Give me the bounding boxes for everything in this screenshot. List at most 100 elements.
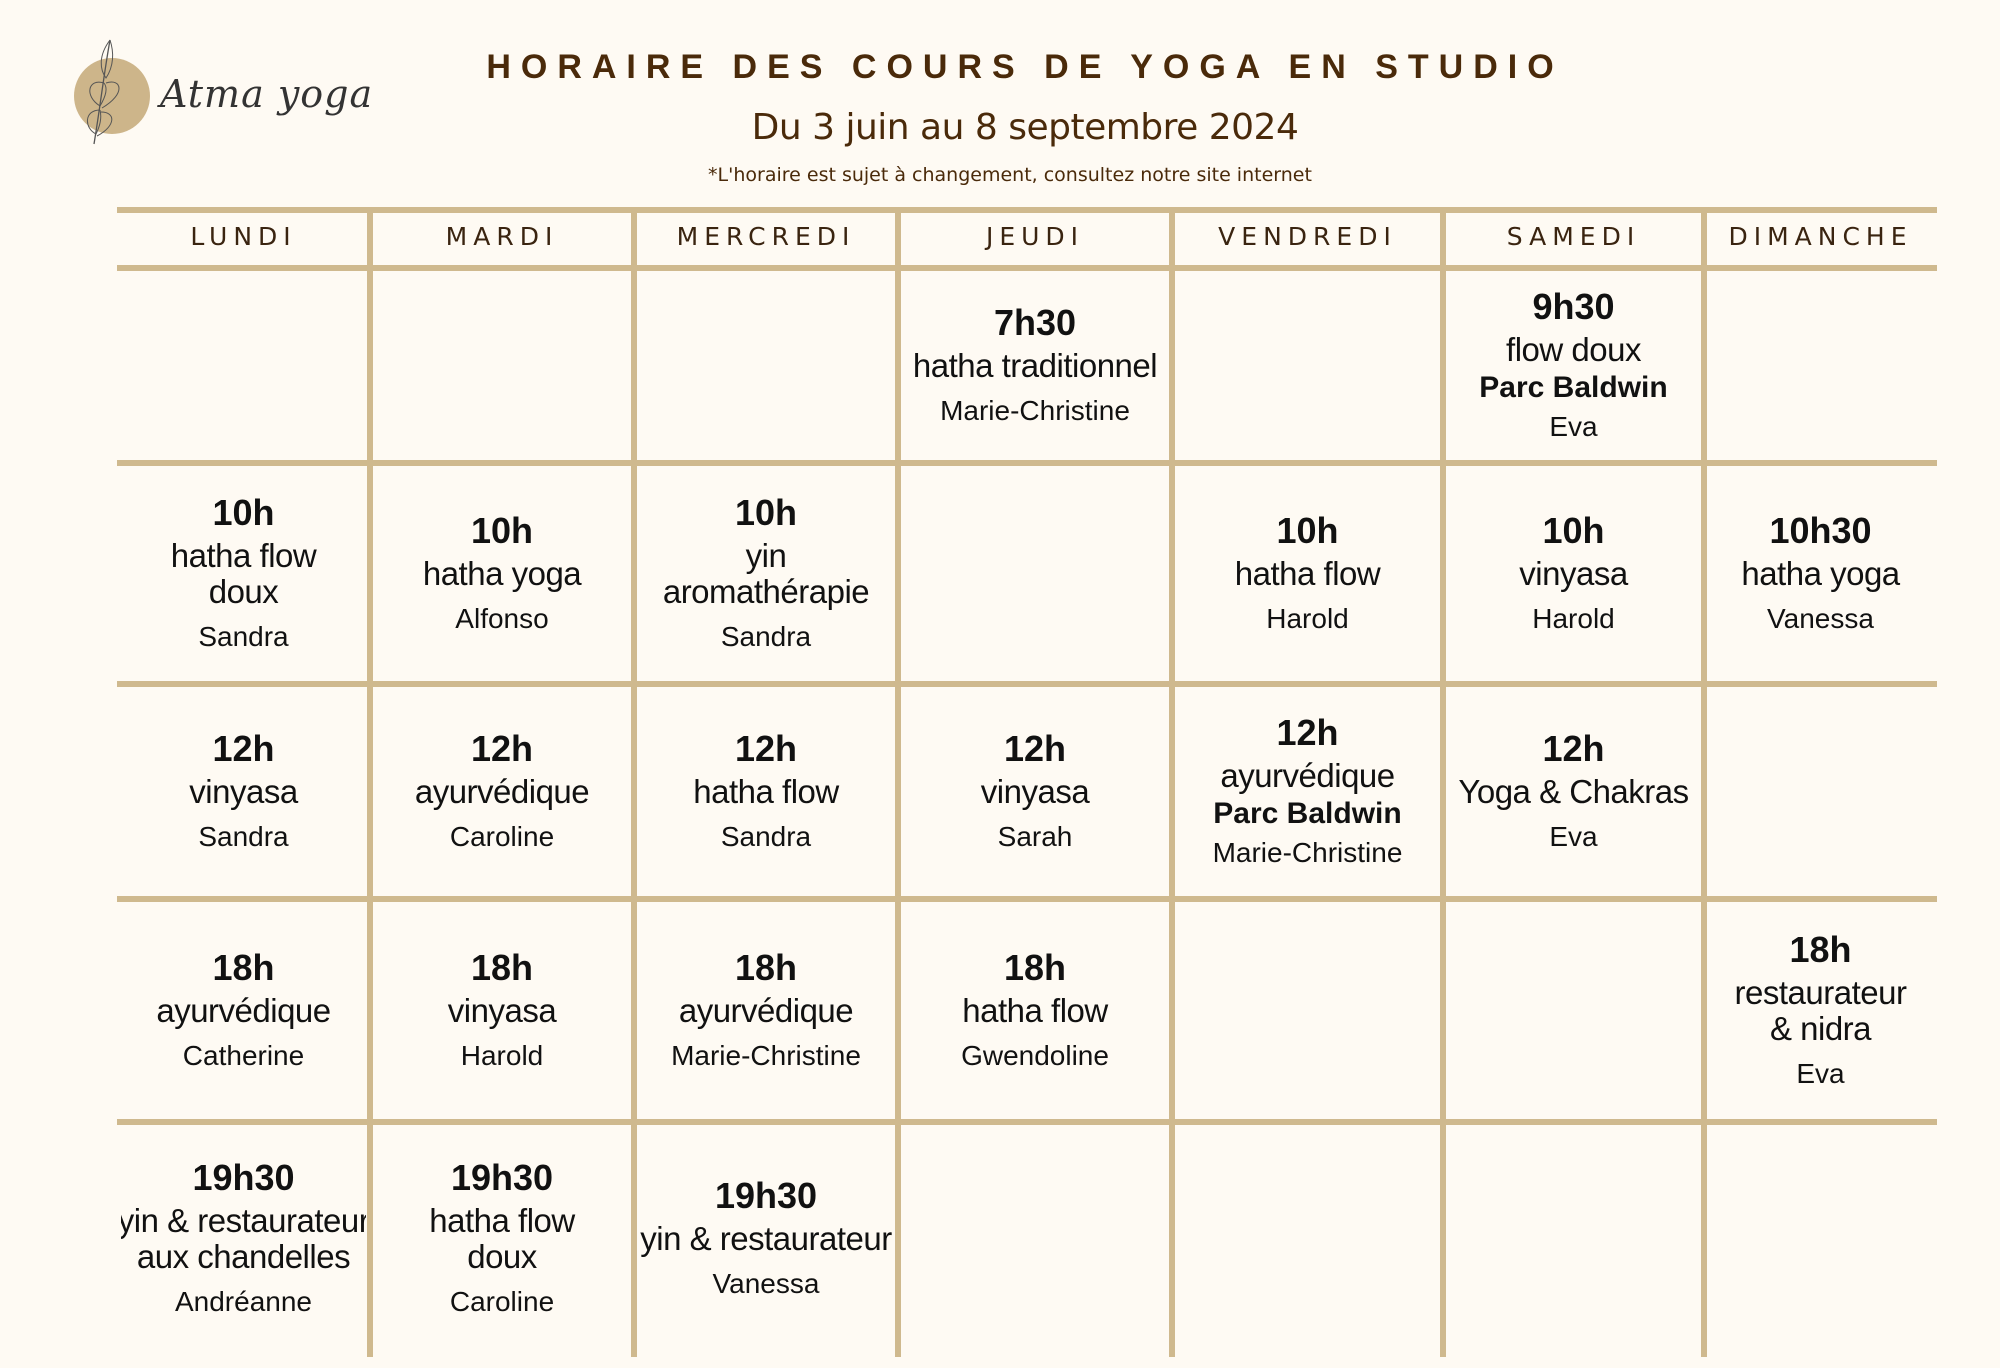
class-time: 18h <box>212 946 275 988</box>
class-time: 18h <box>1003 946 1067 988</box>
leaf-icon <box>74 39 150 145</box>
schedule-cell: 18h vinyasa Harold <box>374 903 630 1118</box>
class-location: Parc Baldwin <box>1213 796 1402 830</box>
teacher-name: Marie-Christine <box>940 394 1130 426</box>
schedule-cell <box>1708 688 1933 895</box>
schedule-cell <box>1708 272 1933 459</box>
class-time: 10h <box>1276 509 1339 551</box>
class-name: yin & restaurateur <box>640 1220 892 1257</box>
schedule-cell: 10h yin aromathérapie Sandra <box>638 467 894 680</box>
class-name: hatha yoga <box>422 554 582 592</box>
grid-line-vertical <box>1440 207 1446 1357</box>
grid-line-horizontal <box>117 460 1937 466</box>
teacher-name: Sandra <box>720 820 812 852</box>
class-name: hatha yoga <box>1741 554 1900 592</box>
class-time: 18h <box>470 946 534 988</box>
schedule-cell <box>902 467 1168 680</box>
day-header-mercredi: MERCREDI <box>676 222 856 251</box>
class-time: 10h <box>1542 509 1605 551</box>
teacher-name: Sandra <box>198 620 289 652</box>
class-name: Yoga & Chakras <box>1458 772 1689 810</box>
teacher-name: Eva <box>1549 820 1598 852</box>
class-name: doux <box>208 572 279 610</box>
class-time: 12h <box>1003 727 1067 769</box>
class-name: aux chandelles <box>136 1238 351 1275</box>
teacher-name: Harold <box>460 1039 544 1071</box>
teacher-name: Eva <box>1796 1057 1845 1089</box>
schedule-cell: 19h30 yin & restaurateur aux chandelles And… <box>121 1126 366 1352</box>
grid-line-horizontal <box>117 207 1937 213</box>
grid-line-vertical <box>1701 207 1707 1357</box>
class-name: vinyasa <box>1519 554 1628 592</box>
teacher-name: Catherine <box>182 1039 305 1071</box>
schedule-cell: 10h hatha yoga Alfonso <box>374 467 630 680</box>
class-name: & nidra <box>1769 1009 1872 1047</box>
class-time: 12h <box>1542 727 1605 769</box>
schedule-cell: 12h hatha flow Sandra <box>638 688 894 895</box>
day-header-dimanche: DIMANCHE <box>1728 222 1913 251</box>
day-header-jeudi: JEUDI <box>985 222 1085 251</box>
grid-line-vertical <box>895 207 901 1357</box>
teacher-name: Harold <box>1532 602 1615 634</box>
schedule-cell: 18h ayurvédique Catherine <box>121 903 366 1118</box>
class-time: 12h <box>212 727 275 769</box>
class-name: hatha flow <box>170 536 317 574</box>
class-name: ayurvédique <box>156 991 331 1029</box>
class-name: vinyasa <box>189 772 298 810</box>
class-name: hatha flow <box>1234 554 1381 592</box>
teacher-name: Vanessa <box>1767 602 1874 634</box>
class-time: 7h30 <box>993 301 1077 343</box>
schedule-cell <box>1176 1126 1439 1352</box>
schedule-cell: 18h restaurateur & nidra Eva <box>1708 903 1933 1118</box>
schedule-cell <box>1176 272 1439 459</box>
class-name: vinyasa <box>447 991 557 1029</box>
schedule-cell <box>902 1126 1168 1352</box>
class-name: ayurvédique <box>414 772 590 810</box>
schedule-cell: 19h30 yin & restaurateur Vanessa <box>638 1126 894 1352</box>
disclaimer-note: *L'horaire est sujet à changement, consu… <box>708 164 1312 186</box>
class-time: 10h <box>734 491 798 533</box>
grid-line-horizontal <box>117 681 1937 687</box>
class-name: doux <box>467 1238 537 1275</box>
day-header-vendredi: VENDREDI <box>1218 222 1397 251</box>
class-time: 12h <box>734 727 798 769</box>
page-title: HORAIRE DES COURS DE YOGA EN STUDIO <box>486 48 1564 86</box>
date-range: Du 3 juin au 8 septembre 2024 <box>751 107 1299 148</box>
class-time: 10h <box>212 491 275 533</box>
day-header-lundi: LUNDI <box>190 222 297 251</box>
class-time: 12h <box>470 727 534 769</box>
schedule-cell <box>638 272 894 459</box>
teacher-name: Caroline <box>449 820 555 852</box>
schedule-cell <box>1708 1126 1933 1352</box>
schedule-cell: 10h vinyasa Harold <box>1447 467 1700 680</box>
schedule-cell <box>1447 1126 1700 1352</box>
class-name: yin <box>745 536 787 574</box>
schedule-cell: 10h hatha flow doux Sandra <box>121 467 366 680</box>
schedule-cell: 12h Yoga & Chakras Eva <box>1447 688 1700 895</box>
class-time: 19h30 <box>714 1175 818 1216</box>
grid-line-horizontal <box>117 1119 1937 1125</box>
day-header-mardi: MARDI <box>445 222 559 251</box>
grid-line-horizontal <box>117 896 1937 902</box>
teacher-name: Gwendoline <box>961 1039 1109 1071</box>
teacher-name: Sandra <box>198 820 289 852</box>
class-time: 12h <box>1276 711 1339 753</box>
grid-line-vertical <box>631 207 637 1357</box>
class-time: 9h30 <box>1532 285 1615 327</box>
class-name: hatha flow <box>429 1202 575 1239</box>
class-name: yin & restaurateur <box>121 1202 366 1239</box>
teacher-name: Eva <box>1549 410 1598 442</box>
grid-line-vertical <box>367 207 373 1357</box>
class-name: restaurateur <box>1734 973 1907 1011</box>
teacher-name: Sarah <box>997 820 1073 852</box>
schedule-cell: 10h hatha flow Harold <box>1176 467 1439 680</box>
schedule-cell: 18h ayurvédique Marie-Christine <box>638 903 894 1118</box>
class-name: ayurvédique <box>1220 756 1395 794</box>
teacher-name: Vanessa <box>712 1268 820 1299</box>
class-time: 10h <box>470 509 534 551</box>
schedule-cell: 10h30 hatha yoga Vanessa <box>1708 467 1933 680</box>
class-time: 18h <box>734 946 798 988</box>
class-name: hatha traditionnel <box>912 346 1158 384</box>
logo-text: Atma yoga <box>160 72 374 116</box>
day-header-samedi: SAMEDI <box>1506 222 1641 251</box>
